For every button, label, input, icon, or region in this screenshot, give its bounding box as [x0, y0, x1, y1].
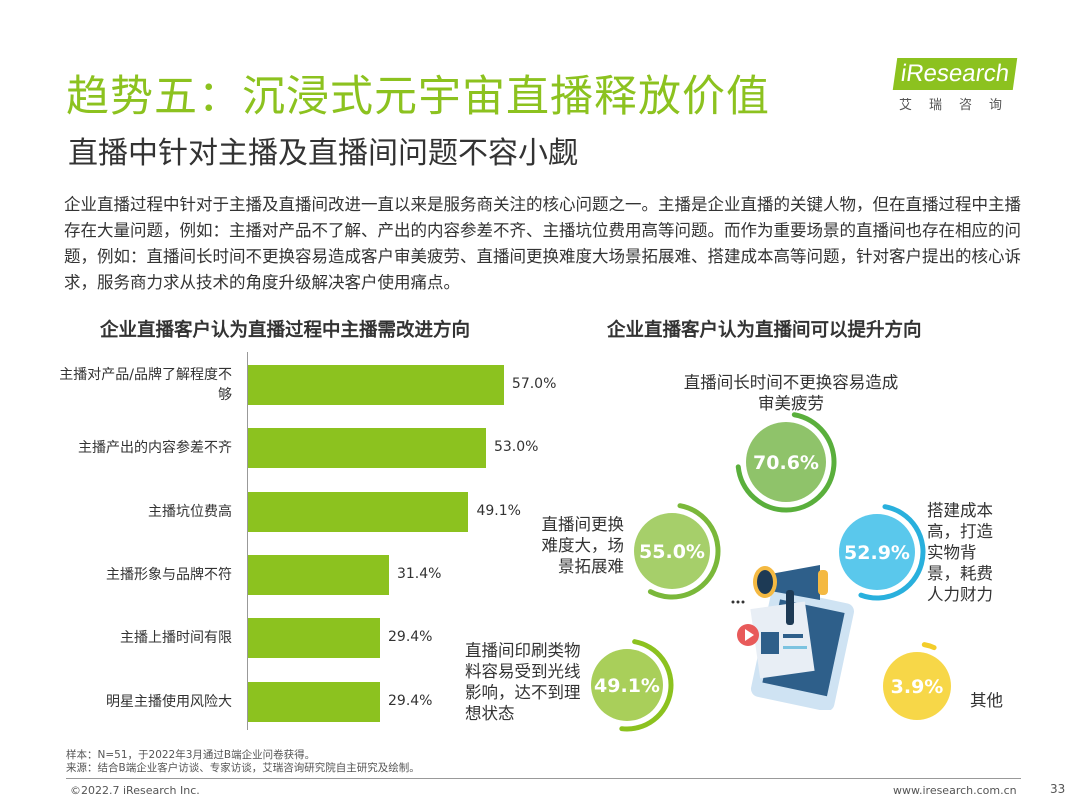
- page-title: 趋势五：沉浸式元宇宙直播释放价值: [66, 72, 770, 122]
- bar-value-label: 57.0%: [511, 376, 557, 392]
- iresearch-logo: iResearch 艾瑞咨询: [892, 58, 1025, 113]
- logo-cn: 艾瑞咨询: [899, 98, 1020, 113]
- bubble-circle: [883, 652, 951, 720]
- website-link[interactable]: www.iresearch.com.cn: [893, 784, 1017, 797]
- page-subtitle: 直播中针对主播及直播间问题不容小觑: [68, 136, 578, 171]
- bar: [248, 491, 469, 532]
- intro-paragraph: 企业直播过程中针对于主播及直播间改进一直以来是服务商关注的核心问题之一。主播是企…: [64, 195, 1021, 292]
- bar-category-label: 主播产出的内容参差不齐: [78, 440, 232, 457]
- bar-category-label: 主播形象与品牌不符: [106, 566, 232, 583]
- bubble-ring: [619, 639, 674, 732]
- bubble-label-4: 直播间印刷类物料容易受到光线影响，达不到理想状态: [465, 641, 581, 723]
- bubble-chart-title: 企业直播客户认为直播间可以提升方向: [607, 320, 922, 341]
- bubble-circle: [839, 514, 915, 590]
- sample-note: 样本：N=51，于2022年3月通过B端企业问卷获得。: [66, 749, 316, 761]
- bar: [248, 365, 504, 405]
- source-note: 来源：结合B端企业客户访谈、专家访谈，艾瑞咨询研究院自主研究及绘制。: [66, 762, 420, 774]
- bar-category-label: 主播对产品/品牌了解程度不够: [59, 367, 232, 403]
- bubble-label-1: 直播间长时间不更换容易造成审美疲劳: [683, 373, 899, 413]
- bar-value-label: 29.4%: [388, 692, 433, 709]
- bubble-label-5: 其他: [970, 691, 1003, 710]
- bubble: 52.9%: [839, 504, 926, 601]
- bubble-value: 3.9%: [891, 676, 944, 698]
- bar-value-label: 29.4%: [388, 629, 433, 646]
- bubble-circle: [591, 649, 663, 721]
- footnotes: 样本：N=51，于2022年3月通过B端企业问卷获得。 来源：结合B端企业客户访…: [66, 749, 420, 775]
- bar-value-label: 49.1%: [476, 502, 521, 519]
- bubble: 49.1%: [591, 639, 674, 732]
- bar-category-label: 主播上播时间有限: [120, 630, 232, 647]
- bubble-ring: [735, 412, 837, 513]
- bar: [248, 554, 389, 595]
- bar: [248, 681, 380, 722]
- bubble-value: 49.1%: [594, 675, 660, 697]
- bubble: 3.9%: [883, 642, 951, 720]
- bar-category-label: 主播坑位费高: [148, 503, 232, 520]
- page-number: 33: [1050, 782, 1066, 796]
- bar: [248, 618, 380, 659]
- bubble: 70.6%: [735, 412, 837, 513]
- bubble-ring: [647, 503, 721, 600]
- footer-divider: [66, 778, 1021, 779]
- bubble: 55.0%: [634, 503, 721, 600]
- bubble-label-3: 搭建成本高，打造实物背景，耗费人力财力: [927, 501, 993, 604]
- bar-axis: [247, 352, 248, 730]
- bubble-ring: [858, 504, 926, 601]
- bar-value-label: 31.4%: [396, 565, 442, 582]
- bubble-value: 70.6%: [753, 452, 819, 474]
- bar-chart-title: 企业直播客户认为直播过程中主播需改进方向: [100, 320, 471, 341]
- bubble-value: 55.0%: [639, 541, 705, 563]
- bubble-circle: [746, 422, 826, 502]
- copyright: ©2022.7 iResearch Inc.: [70, 784, 200, 797]
- bar-category-label: 明星主播使用风险大: [106, 693, 232, 710]
- bubble-circle: [634, 513, 710, 589]
- bar: [248, 428, 486, 469]
- bubble-value: 52.9%: [844, 542, 910, 564]
- bubble-ring: [921, 642, 937, 651]
- megaphone-phone-illustration: [731, 565, 855, 710]
- bar-value-label: 53.0%: [493, 439, 539, 456]
- bubble-label-2: 直播间更换难度大，场景拓展难: [541, 515, 625, 576]
